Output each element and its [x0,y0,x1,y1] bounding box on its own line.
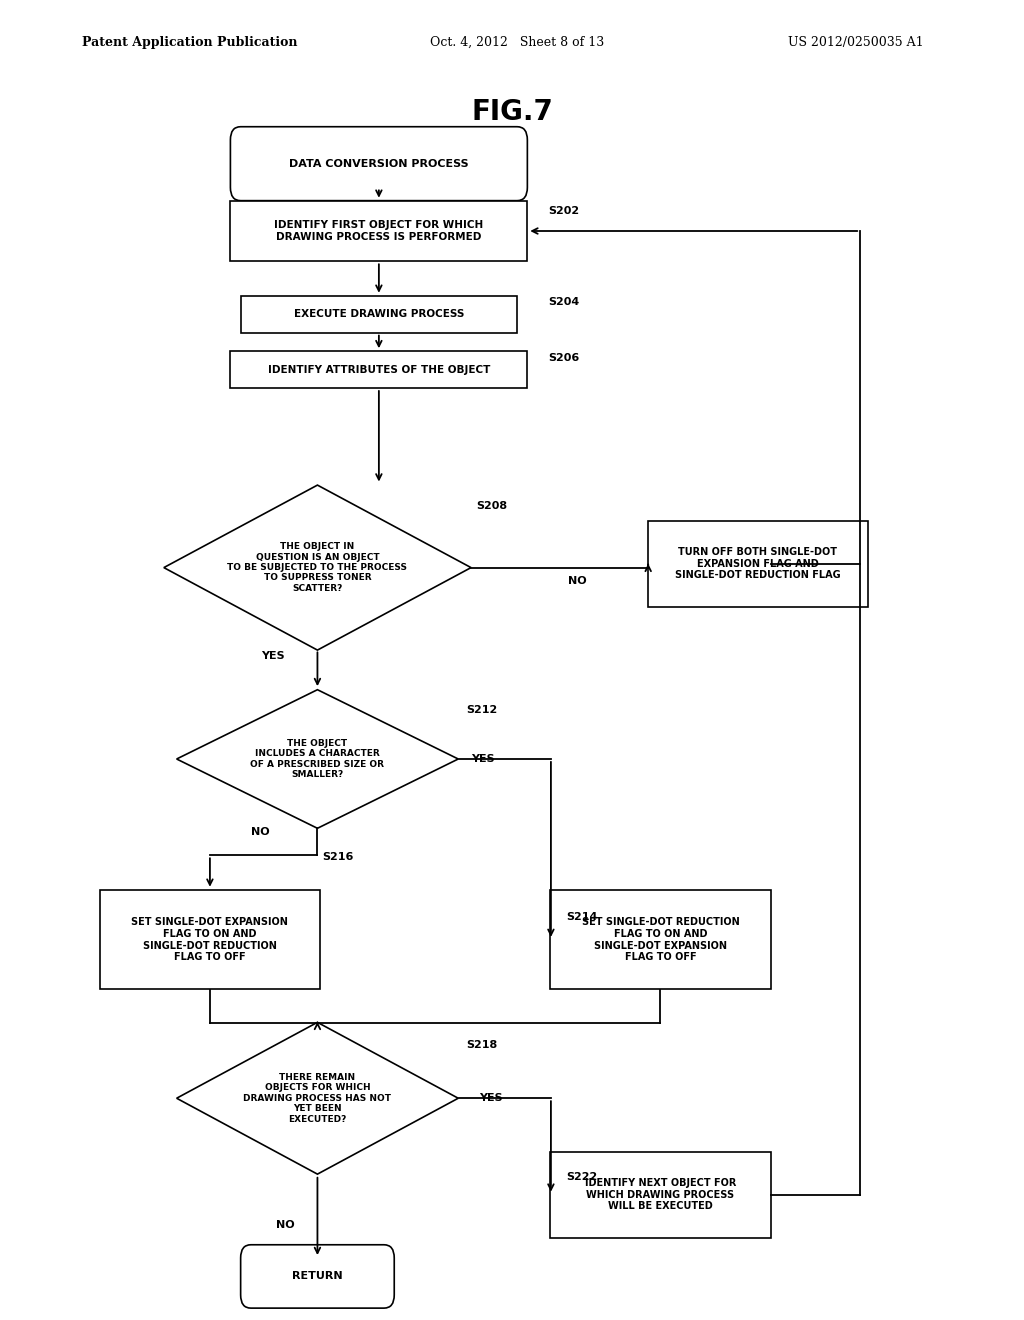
Polygon shape [164,486,471,651]
Text: THE OBJECT IN
QUESTION IS AN OBJECT
TO BE SUBJECTED TO THE PROCESS
TO SUPPRESS T: THE OBJECT IN QUESTION IS AN OBJECT TO B… [227,543,408,593]
Text: YES: YES [261,651,285,661]
Text: NO: NO [276,1220,295,1230]
Text: EXECUTE DRAWING PROCESS: EXECUTE DRAWING PROCESS [294,309,464,319]
Text: NO: NO [251,826,269,837]
Text: NO: NO [568,576,587,586]
Text: DATA CONVERSION PROCESS: DATA CONVERSION PROCESS [289,158,469,169]
Bar [647,521,867,607]
Text: SET SINGLE-DOT REDUCTION
FLAG TO ON AND
SINGLE-DOT EXPANSION
FLAG TO OFF: SET SINGLE-DOT REDUCTION FLAG TO ON AND … [582,917,739,962]
Polygon shape [176,689,459,829]
Bar [551,890,770,990]
Bar [230,201,527,261]
FancyBboxPatch shape [230,127,527,201]
Text: S216: S216 [323,851,354,862]
Text: S208: S208 [476,500,507,511]
Bar [99,890,319,990]
Text: SET SINGLE-DOT EXPANSION
FLAG TO ON AND
SINGLE-DOT REDUCTION
FLAG TO OFF: SET SINGLE-DOT EXPANSION FLAG TO ON AND … [131,917,289,962]
Text: YES: YES [471,754,495,764]
Text: Patent Application Publication: Patent Application Publication [82,36,297,49]
Text: S206: S206 [548,352,580,363]
Text: S214: S214 [566,912,598,923]
Text: S218: S218 [466,1040,498,1051]
Text: Oct. 4, 2012   Sheet 8 of 13: Oct. 4, 2012 Sheet 8 of 13 [430,36,604,49]
Bar [551,1151,770,1238]
Text: THE OBJECT
INCLUDES A CHARACTER
OF A PRESCRIBED SIZE OR
SMALLER?: THE OBJECT INCLUDES A CHARACTER OF A PRE… [251,739,384,779]
Bar [241,296,517,333]
Text: IDENTIFY ATTRIBUTES OF THE OBJECT: IDENTIFY ATTRIBUTES OF THE OBJECT [267,364,490,375]
Text: S204: S204 [548,297,580,308]
Text: YES: YES [479,1093,503,1104]
Text: THERE REMAIN
OBJECTS FOR WHICH
DRAWING PROCESS HAS NOT
YET BEEN
EXECUTED?: THERE REMAIN OBJECTS FOR WHICH DRAWING P… [244,1073,391,1123]
Text: US 2012/0250035 A1: US 2012/0250035 A1 [788,36,924,49]
Bar [230,351,527,388]
FancyBboxPatch shape [241,1245,394,1308]
Text: IDENTIFY NEXT OBJECT FOR
WHICH DRAWING PROCESS
WILL BE EXECUTED: IDENTIFY NEXT OBJECT FOR WHICH DRAWING P… [585,1177,736,1212]
Text: S202: S202 [548,206,579,216]
Text: FIG.7: FIG.7 [471,98,553,127]
Text: TURN OFF BOTH SINGLE-DOT
EXPANSION FLAG AND
SINGLE-DOT REDUCTION FLAG: TURN OFF BOTH SINGLE-DOT EXPANSION FLAG … [675,546,841,581]
Text: S222: S222 [566,1172,598,1183]
Text: IDENTIFY FIRST OBJECT FOR WHICH
DRAWING PROCESS IS PERFORMED: IDENTIFY FIRST OBJECT FOR WHICH DRAWING … [274,220,483,242]
Text: RETURN: RETURN [292,1271,343,1282]
Text: S212: S212 [466,705,498,715]
Polygon shape [176,1022,459,1175]
